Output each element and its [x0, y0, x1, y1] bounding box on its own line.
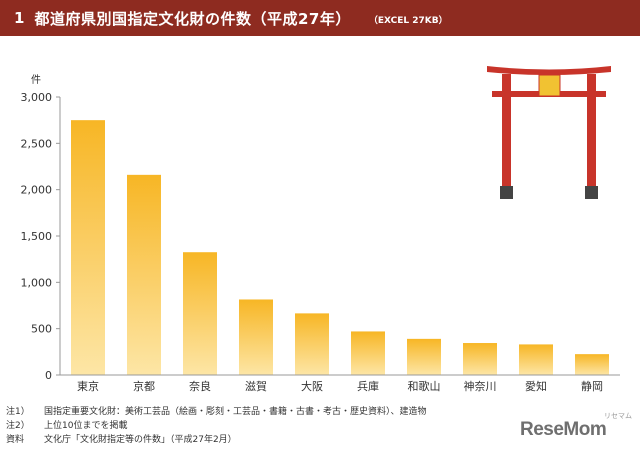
y-tick-label: 2,500	[21, 137, 53, 150]
y-tick-label: 2,000	[21, 184, 53, 197]
resemom-watermark: リセマム ReseMom	[520, 412, 632, 449]
bar-7	[407, 338, 441, 375]
bars	[71, 120, 609, 376]
x-tick-label: 京都	[133, 379, 155, 393]
section-number: 1	[14, 9, 25, 27]
resemom-logo: ReseMom	[520, 419, 607, 440]
y-tick-label: 1,500	[21, 230, 53, 243]
torii-gate-icon	[487, 66, 611, 199]
x-tick-label: 兵庫	[357, 379, 379, 393]
source-note: 資料 文化庁「文化財指定等の件数」（平成27年2月）	[6, 435, 237, 445]
watermark-sub: リセマム	[604, 412, 632, 420]
bar-3	[183, 252, 217, 375]
bar-4	[239, 299, 273, 375]
x-tick-label: 滋賀	[245, 380, 267, 393]
footnote-1: 注1） 国指定重要文化財：美術工芸品（絵画・彫刻・工芸品・書籍・古書・考古・歴史…	[6, 407, 427, 417]
x-tick-label: 神奈川	[464, 379, 497, 393]
bar-8	[463, 343, 497, 375]
y-tick-label: 3,000	[21, 91, 53, 104]
x-tick-label: 東京	[77, 379, 99, 393]
x-tick-label: 大阪	[301, 379, 323, 393]
x-tick-label: 静岡	[581, 379, 603, 393]
chart-header: 1 都道府県別国指定文化財の件数（平成27年） （EXCEL 27KB）	[0, 0, 640, 36]
x-axis-labels: 東京 京都 奈良 滋賀 大阪 兵庫 和歌山 神奈川 愛知 静岡	[77, 379, 603, 393]
x-tick-label: 和歌山	[408, 379, 441, 393]
bar-1	[71, 120, 105, 376]
bar-2	[127, 174, 161, 375]
x-tick-label: 愛知	[525, 379, 547, 393]
excel-download-link[interactable]: （EXCEL 27KB）	[368, 15, 448, 26]
bar-10	[575, 354, 609, 375]
bar-5	[295, 313, 329, 375]
bar-9	[519, 344, 553, 375]
y-tick-label: 1,000	[21, 276, 53, 289]
bar-chart: 件 0 500 1,000 1,500 2,000 2,500 3,000 東京 京都 奈良 滋賀…	[21, 66, 620, 393]
y-tick-label: 0	[45, 369, 52, 382]
chart-title: 都道府県別国指定文化財の件数（平成27年）	[34, 9, 351, 28]
y-tick-label: 500	[31, 323, 52, 336]
footnote-2: 注2） 上位10位までを掲載	[6, 421, 128, 431]
y-axis: 0 500 1,000 1,500 2,000 2,500 3,000	[21, 91, 61, 382]
footnotes: 注1） 国指定重要文化財：美術工芸品（絵画・彫刻・工芸品・書籍・古書・考古・歴史…	[6, 405, 427, 447]
bar-6	[351, 331, 385, 375]
y-unit-label: 件	[31, 74, 41, 86]
x-tick-label: 奈良	[189, 379, 211, 393]
